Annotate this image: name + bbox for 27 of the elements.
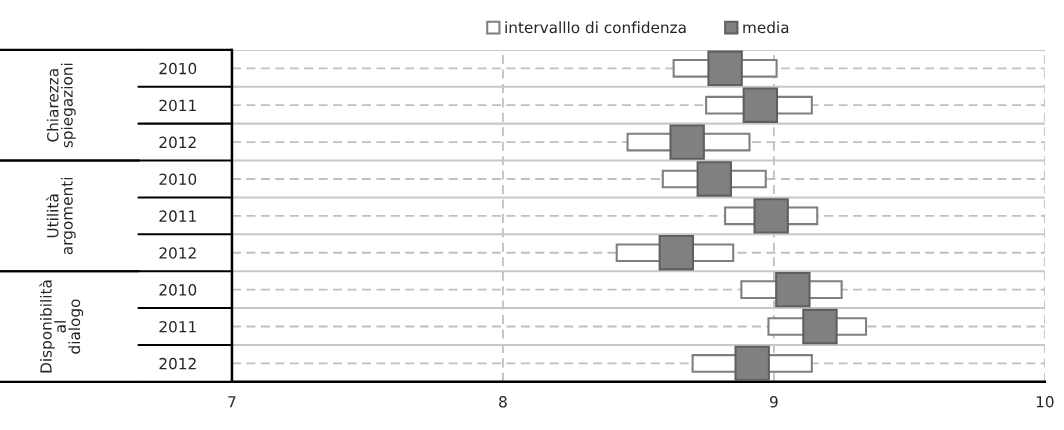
point [753, 198, 789, 234]
legend-label: media [743, 21, 789, 34]
text: Chiarezza spiegazioni [46, 63, 76, 148]
text: Disponibilità al dialogo [39, 280, 84, 373]
x-tick-label: 9 [769, 396, 778, 408]
point [696, 161, 732, 197]
point [775, 271, 811, 308]
y-tick-label: 2010 [159, 62, 197, 75]
x-tick-label: 10 [1036, 396, 1054, 408]
point [742, 87, 779, 123]
y-tick-label: 2012 [159, 247, 196, 259]
x-tick-label: 7 [228, 396, 236, 408]
point [669, 124, 705, 160]
point [734, 345, 770, 382]
y-tick-label: 2012 [159, 136, 196, 149]
text: Utilità argomenti [46, 177, 76, 255]
y-tick-label: 2011 [159, 210, 196, 222]
x-tick-label: 8 [499, 396, 507, 408]
y-tick-label: 2011 [159, 99, 196, 112]
point [707, 50, 743, 87]
legend-label: intervalllo di confidenza [505, 21, 686, 34]
point [658, 235, 695, 271]
y-tick-label: 2011 [159, 320, 196, 333]
y-tick-label: 2012 [159, 357, 196, 370]
point [802, 308, 838, 345]
y-tick-label: 2010 [159, 173, 197, 185]
y-tick-label: 2010 [159, 284, 197, 296]
